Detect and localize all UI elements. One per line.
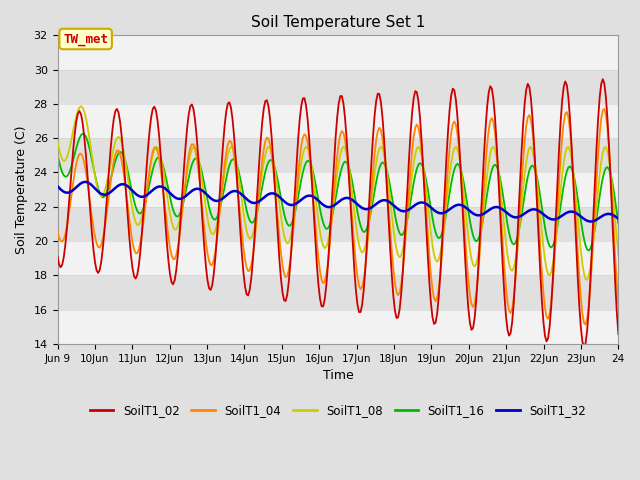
Title: Soil Temperature Set 1: Soil Temperature Set 1 bbox=[251, 15, 425, 30]
Y-axis label: Soil Temperature (C): Soil Temperature (C) bbox=[15, 125, 28, 254]
Text: TW_met: TW_met bbox=[63, 33, 108, 46]
Bar bbox=[58, 104, 618, 138]
X-axis label: Time: Time bbox=[323, 369, 353, 382]
Bar bbox=[58, 310, 618, 344]
Legend: SoilT1_02, SoilT1_04, SoilT1_08, SoilT1_16, SoilT1_32: SoilT1_02, SoilT1_04, SoilT1_08, SoilT1_… bbox=[85, 399, 591, 421]
Bar bbox=[58, 172, 618, 207]
Bar bbox=[58, 241, 618, 276]
Bar bbox=[58, 36, 618, 70]
